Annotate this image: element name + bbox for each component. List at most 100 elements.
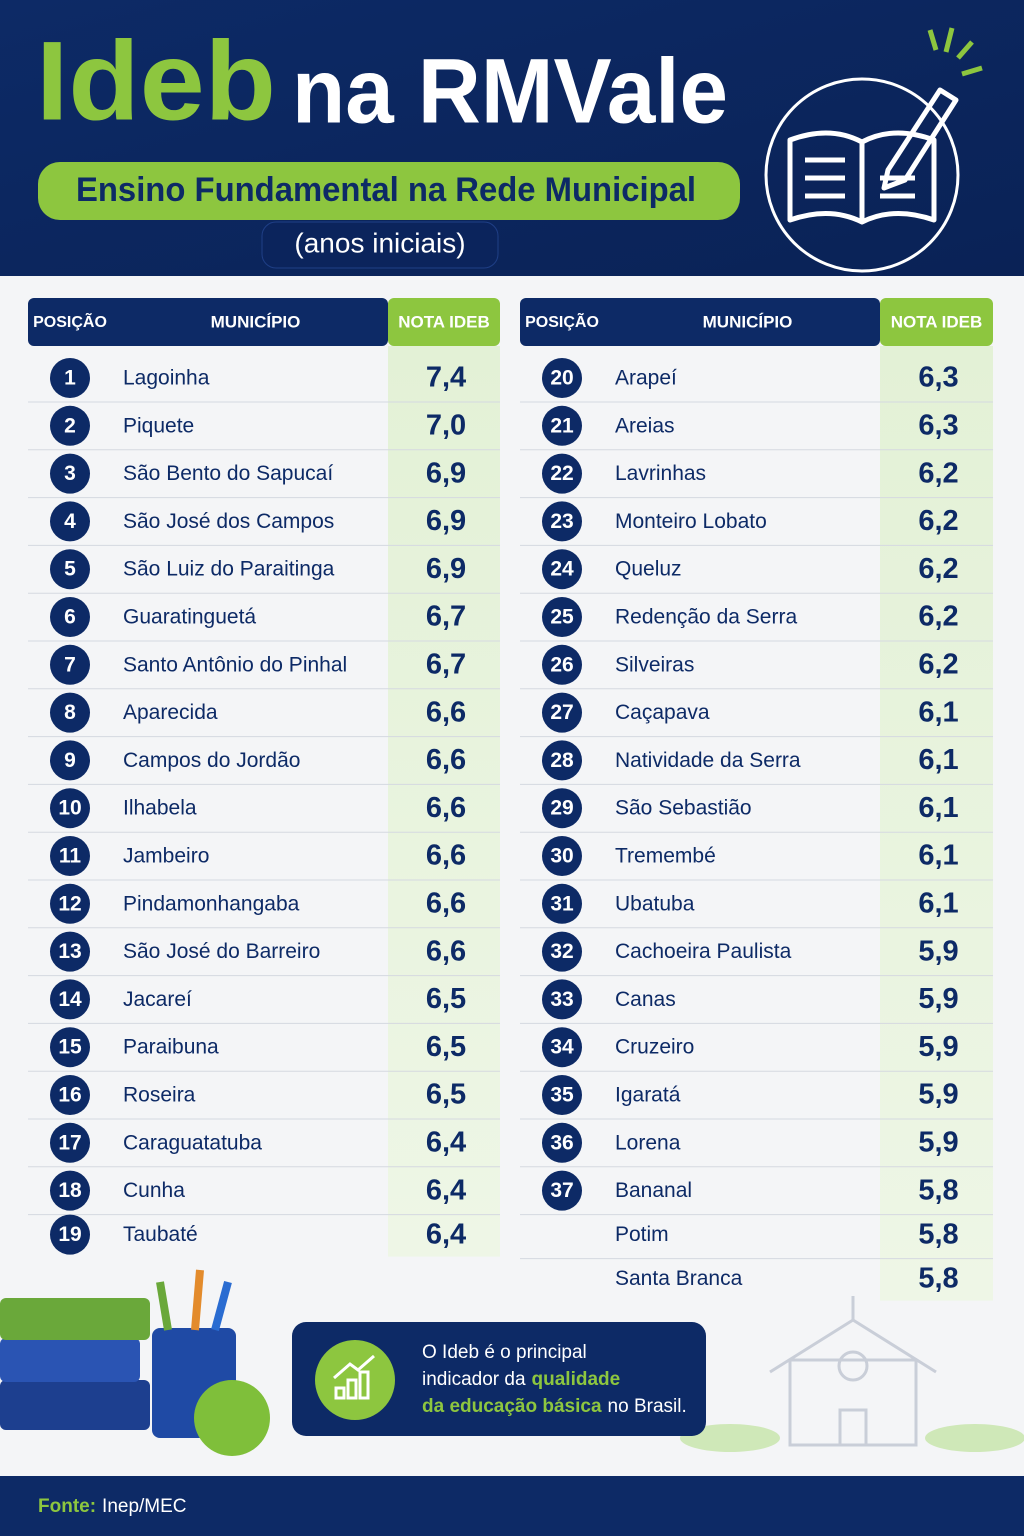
position: 8: [64, 701, 76, 724]
position-badge: [542, 740, 582, 781]
position: 22: [550, 462, 573, 485]
note-text: indicador da: [422, 1369, 526, 1390]
score: 6,2: [918, 648, 958, 680]
position-badge: [542, 1027, 582, 1068]
position: 5: [64, 558, 76, 581]
score: 6,1: [918, 840, 958, 872]
footer-band: [0, 1476, 1024, 1536]
score: 6,4: [426, 1174, 466, 1206]
position-badge: [542, 931, 582, 972]
municipality: Aparecida: [123, 701, 218, 724]
position-badge: [542, 1170, 582, 1211]
position: 6: [64, 606, 76, 629]
municipality: Bananal: [615, 1179, 692, 1202]
position: 23: [550, 510, 573, 533]
score: 6,5: [426, 983, 466, 1015]
score: 5,8: [918, 1218, 958, 1250]
municipality: Natividade da Serra: [615, 749, 801, 772]
position-badge: [50, 883, 90, 924]
municipality: Igaratá: [615, 1084, 681, 1107]
score: 6,9: [426, 505, 466, 537]
note-icon-chart: [333, 1354, 375, 1400]
score: 6,7: [426, 648, 466, 680]
position-badge: [50, 979, 90, 1020]
position-badge: [50, 1027, 90, 1068]
score: 5,9: [918, 1079, 958, 1111]
municipality: Lorena: [615, 1131, 681, 1154]
position-badge: [542, 979, 582, 1020]
header-row: [520, 298, 880, 346]
municipality: Jacareí: [123, 988, 192, 1011]
score: 6,7: [426, 601, 466, 633]
position-badge: [542, 1122, 582, 1163]
position: 2: [64, 414, 76, 437]
note-line: da educação básica no Brasil.: [422, 1396, 687, 1417]
score: 5,9: [918, 935, 958, 967]
subtitle: Ensino Fundamental na Rede Municipal: [76, 171, 696, 209]
position: 27: [550, 701, 573, 724]
municipality: Monteiro Lobato: [615, 510, 767, 533]
column-header: NOTA IDEB: [398, 312, 490, 331]
position: 15: [58, 1036, 82, 1059]
position: 28: [550, 749, 574, 772]
municipality: Campos do Jordão: [123, 749, 300, 772]
municipality: Arapeí: [615, 367, 677, 390]
illustration: [0, 1269, 1024, 1456]
score: 5,9: [918, 1031, 958, 1063]
score: 6,1: [918, 887, 958, 919]
position-badge: [542, 597, 582, 637]
title-accent: Ideb: [36, 19, 276, 144]
position: 32: [550, 940, 573, 963]
position: 26: [550, 653, 573, 676]
score: 6,4: [426, 1218, 466, 1250]
position: 35: [550, 1084, 574, 1107]
column-header: MUNICÍPIO: [703, 312, 793, 331]
position: 1: [64, 367, 76, 390]
score: 6,1: [918, 744, 958, 776]
position-badge: [50, 1214, 90, 1255]
position: 12: [58, 892, 81, 915]
score: 6,2: [918, 457, 958, 489]
position-badge: [50, 358, 90, 398]
position-badge: [542, 644, 582, 685]
position-badge: [542, 549, 582, 590]
municipality: Caraguatatuba: [123, 1131, 262, 1154]
note-box: [292, 1322, 706, 1436]
municipality: Lagoinha: [123, 367, 210, 390]
subtitle-pill: [38, 162, 740, 220]
position-badge: [542, 405, 582, 446]
municipality: Canas: [615, 988, 676, 1011]
score: 6,1: [918, 696, 958, 728]
note-text: no Brasil.: [608, 1396, 687, 1417]
municipality: Silveiras: [615, 653, 694, 676]
municipality: Guaratinguetá: [123, 606, 256, 629]
position-badge: [50, 549, 90, 590]
detail-pill: [261, 221, 499, 269]
score: 6,4: [426, 1126, 466, 1158]
position-badge: [50, 1075, 90, 1115]
position: 19: [58, 1223, 81, 1246]
municipality: Santa Branca: [615, 1267, 743, 1290]
position-badge: [50, 501, 90, 542]
footer-source: Inep/MEC: [102, 1496, 186, 1517]
municipality: Potim: [615, 1223, 669, 1246]
position: 18: [58, 1179, 82, 1202]
municipality: Santo Antônio do Pinhal: [123, 653, 347, 676]
note-highlight: da educação básica: [422, 1396, 602, 1417]
score: 6,5: [426, 1079, 466, 1111]
position: 31: [550, 892, 574, 915]
column-header: POSIÇÃO: [33, 311, 107, 331]
score: 6,5: [426, 1031, 466, 1063]
municipality: Lavrinhas: [615, 462, 706, 485]
position: 33: [550, 988, 573, 1011]
position: 36: [550, 1131, 573, 1154]
municipality: Areias: [615, 414, 675, 437]
score: 6,6: [426, 935, 466, 967]
municipality: Caçapava: [615, 701, 710, 724]
position: 10: [58, 797, 81, 820]
score: 6,3: [918, 409, 958, 441]
position-badge: [542, 1075, 582, 1115]
score: 5,8: [918, 1174, 958, 1206]
position-badge: [50, 931, 90, 972]
note-line: O Ideb é o principal: [422, 1342, 587, 1363]
